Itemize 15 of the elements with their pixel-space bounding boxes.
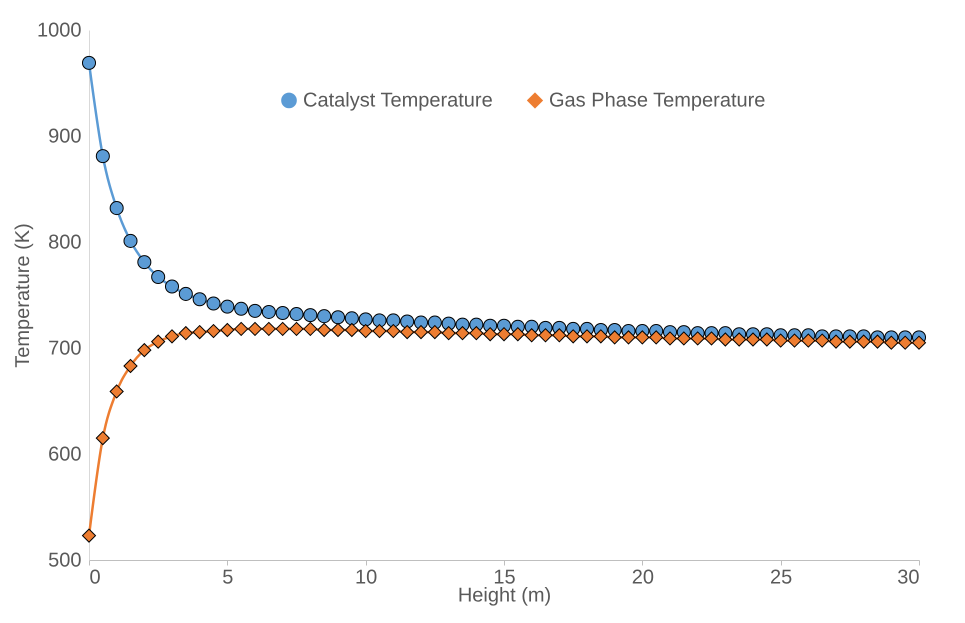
x-tick-label: 20 — [632, 566, 654, 588]
x-tick-label: 0 — [90, 566, 101, 588]
x-tick-label: 25 — [770, 566, 792, 588]
x-tick-label: 30 — [897, 566, 920, 588]
y-tick-label: 500 — [48, 550, 82, 572]
legend-label: Catalyst Temperature — [303, 89, 493, 112]
y-axis-title: Temperature (K) — [12, 223, 34, 368]
y-tick-label: 600 — [48, 444, 82, 466]
y-tick-label: 1000 — [37, 20, 82, 42]
legend-label: Gas Phase Temperature — [549, 89, 766, 112]
x-tick-label: 5 — [222, 566, 234, 588]
y-tick-label: 900 — [48, 126, 82, 148]
y-tick-label: 800 — [48, 232, 82, 254]
x-tick-label: 10 — [355, 566, 378, 588]
y-tick-label: 700 — [48, 338, 82, 360]
